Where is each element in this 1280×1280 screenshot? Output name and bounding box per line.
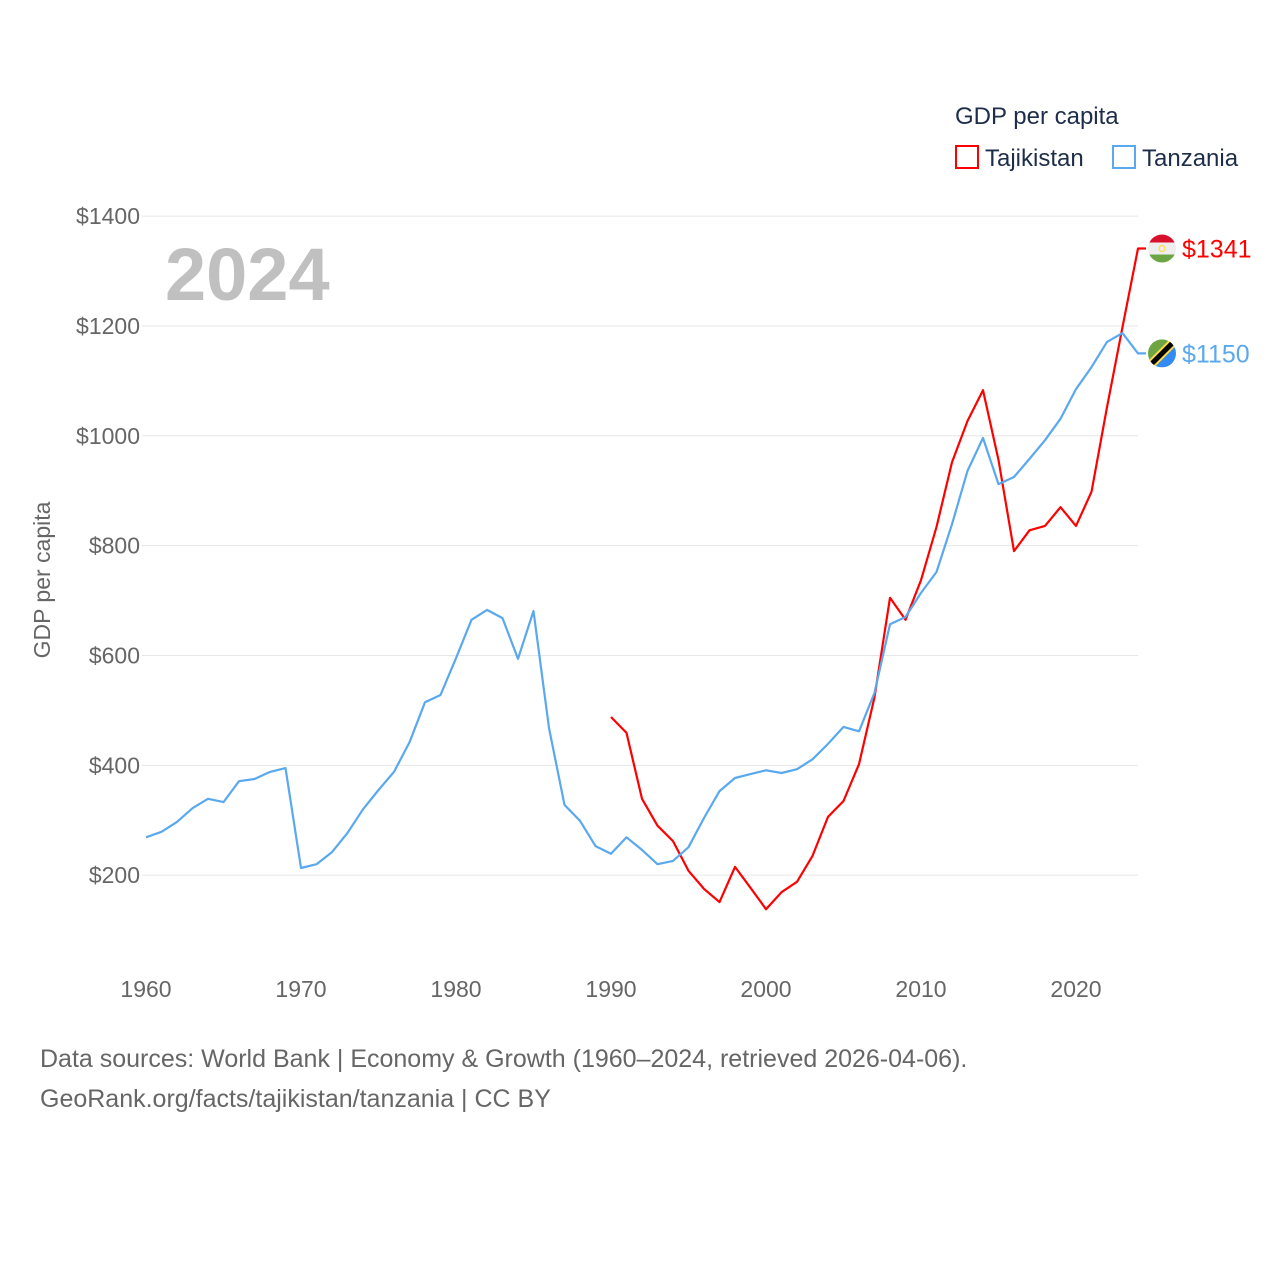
- flag-stripe: [1148, 242, 1176, 255]
- y-tick-label: $1000: [76, 423, 140, 449]
- x-tick-label: 1980: [430, 976, 481, 1002]
- x-axis: 1960 1970 1980 1990 2000 2010 2020: [120, 976, 1101, 1002]
- y-tick-label: $800: [89, 533, 140, 559]
- end-value-label: $1150: [1182, 340, 1250, 368]
- y-tick-label: $1400: [76, 203, 140, 229]
- tanzania-flag-icon: [1148, 339, 1176, 368]
- x-tick-label: 2010: [895, 976, 946, 1002]
- flag-crown: [1158, 244, 1166, 253]
- legend-swatch-tajikistan: [955, 145, 979, 169]
- footer-link[interactable]: GeoRank.org/facts/tajikistan/tanzania | …: [40, 1085, 551, 1113]
- footer-sources: Data sources: World Bank | Economy & Gro…: [40, 1045, 968, 1073]
- y-axis: $200 $400 $600 $800 $1000 $1200 $1400: [76, 203, 140, 888]
- end-value-label: $1341: [1182, 236, 1252, 264]
- x-tick-label: 1970: [275, 976, 326, 1002]
- flag-stripe: [1148, 254, 1176, 263]
- legend-label-tajikistan[interactable]: Tajikistan: [985, 145, 1084, 172]
- tajikistan-flag-icon: [1148, 234, 1176, 263]
- series-line-tanzania: [145, 332, 1146, 870]
- x-tick-label: 2020: [1050, 976, 1101, 1002]
- y-axis-label: GDP per capita: [29, 501, 55, 658]
- y-tick-label: $600: [89, 642, 140, 668]
- legend-swatch-tanzania: [1112, 145, 1136, 169]
- legend-label-tanzania[interactable]: Tanzania: [1142, 145, 1239, 172]
- y-tick-label: $200: [89, 862, 140, 888]
- grid: [142, 215, 1138, 876]
- y-tick-label: $400: [89, 752, 140, 778]
- legend: GDP per capita Tajikistan Tanzania: [955, 103, 1239, 172]
- x-tick-label: 1990: [585, 976, 636, 1002]
- y-tick-label: $1200: [76, 313, 140, 339]
- series-line-tajikistan: [610, 247, 1146, 911]
- year-watermark: 2024: [165, 233, 330, 316]
- x-tick-label: 2000: [740, 976, 791, 1002]
- legend-title: GDP per capita: [955, 103, 1119, 130]
- flag-stripe: [1148, 234, 1176, 243]
- end-labels: $1341 $1150: [1148, 234, 1252, 368]
- x-tick-label: 1960: [120, 976, 171, 1002]
- series-lines: [145, 247, 1146, 911]
